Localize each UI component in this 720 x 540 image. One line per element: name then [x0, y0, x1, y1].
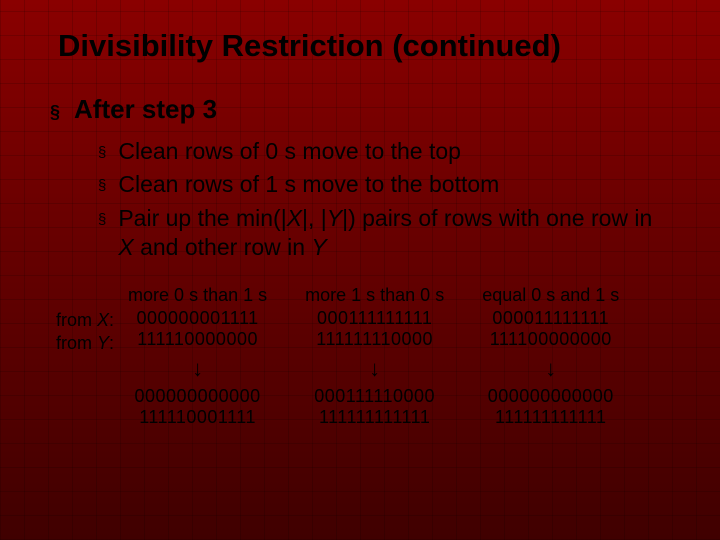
label-text: :	[109, 310, 114, 330]
pair-text: Pair up the min(|	[118, 205, 286, 231]
binary-result-2: 111111111111	[319, 407, 430, 428]
level2-text: Pair up the min(|X|, |Y|) pairs of rows …	[118, 204, 670, 263]
bullet-level2: § Pair up the min(|X|, |Y|) pairs of row…	[98, 204, 670, 263]
bullet-glyph: §	[50, 102, 60, 123]
level2-text: Clean rows of 0 s move to the top	[118, 137, 670, 166]
pair-text: |) pairs of rows with one row in	[342, 205, 652, 231]
binary-result-2: 111110001111	[139, 407, 256, 428]
label-text: :	[109, 333, 114, 353]
binary-row-y: 111111110000	[316, 329, 433, 350]
from-x-label: from X:	[56, 309, 114, 332]
label-text: from	[56, 333, 97, 353]
binary-row-x: 000011111111	[492, 308, 609, 329]
var-y: Y	[97, 333, 109, 353]
level1-text: After step 3	[74, 94, 217, 125]
binary-result-1: 000000000000	[488, 386, 614, 407]
binary-row-y: 111100000000	[490, 329, 612, 350]
binary-row-y: 111110000000	[137, 329, 258, 350]
label-text: from	[56, 310, 97, 330]
bullet-level1: § After step 3	[50, 94, 670, 125]
var-y: Y	[327, 205, 342, 231]
pair-text: and other row in	[134, 234, 312, 260]
arrow-down-icon: ↓	[369, 358, 380, 380]
arrow-down-icon: ↓	[545, 358, 556, 380]
binary-row-x: 000111111111	[317, 308, 432, 329]
slide-title: Divisibility Restriction (continued)	[50, 28, 670, 64]
level2-text: Clean rows of 1 s move to the bottom	[118, 170, 670, 199]
pair-text: |, |	[302, 205, 327, 231]
bullet-glyph: §	[98, 176, 106, 195]
binary-result-2: 111111111111	[495, 407, 606, 428]
arrow-down-icon: ↓	[192, 358, 203, 380]
binary-result-1: 000000000000	[135, 386, 261, 407]
binary-row-x: 000000001111	[137, 308, 259, 329]
var-y: Y	[311, 234, 326, 260]
column-header: equal 0 s and 1 s	[482, 285, 619, 306]
column-header: more 1 s than 0 s	[305, 285, 444, 306]
data-table: from X: from Y: more 0 s than 1 s 000000…	[56, 285, 670, 428]
from-y-label: from Y:	[56, 332, 114, 355]
var-x: X	[287, 205, 302, 231]
column-more-0s: more 0 s than 1 s 000000001111 111110000…	[128, 285, 267, 428]
var-x: X	[118, 234, 133, 260]
column-equal: equal 0 s and 1 s 000011111111 111100000…	[482, 285, 619, 428]
row-labels: from X: from Y:	[56, 285, 114, 428]
bullet-level2: § Clean rows of 0 s move to the top	[98, 137, 670, 166]
var-x: X	[97, 310, 109, 330]
bullet-glyph: §	[98, 210, 106, 229]
column-header: more 0 s than 1 s	[128, 285, 267, 306]
bullet-glyph: §	[98, 143, 106, 162]
column-more-1s: more 1 s than 0 s 000111111111 111111110…	[305, 285, 444, 428]
bullet-level2: § Clean rows of 1 s move to the bottom	[98, 170, 670, 199]
binary-result-1: 000111110000	[314, 386, 435, 407]
